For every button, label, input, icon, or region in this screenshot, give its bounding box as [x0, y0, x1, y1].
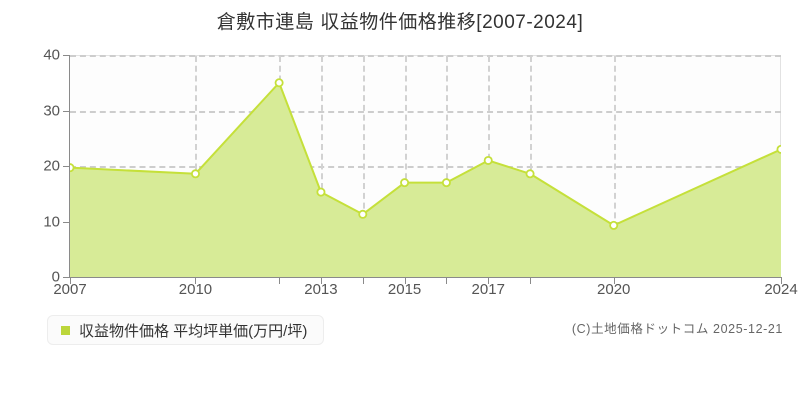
x-axis-tick-label: 2007 [53, 281, 87, 298]
y-axis-tick [63, 166, 70, 167]
x-axis-tick [613, 277, 615, 284]
x-axis-tick-label: 2010 [178, 281, 213, 298]
gridline-vertical [320, 56, 323, 277]
x-axis-tick [488, 277, 490, 284]
x-axis-tick [195, 277, 197, 284]
gridline-vertical [195, 56, 198, 277]
gridline-horizontal [70, 110, 781, 113]
legend-label: 収益物件価格 平均坪単価(万円/坪) [79, 322, 308, 340]
x-axis-tick-label: 2020 [597, 281, 631, 298]
y-axis-tick-label: 20 [43, 157, 60, 175]
gridline-horizontal [70, 166, 781, 168]
copyright-credit: (C)土地価格ドットコム 2025-12-21 [571, 322, 783, 336]
data-point-marker[interactable] [483, 155, 493, 165]
gridline-vertical [613, 56, 616, 277]
x-axis-tick [362, 277, 364, 284]
x-axis-line [69, 277, 782, 278]
x-axis-tick-label: 2017 [471, 281, 505, 298]
data-point-marker[interactable] [400, 178, 410, 188]
x-axis-tick [404, 277, 406, 284]
x-axis-tick-label: 2024 [764, 281, 798, 298]
y-axis-tick [63, 110, 70, 112]
y-axis-tick-label: 40 [43, 46, 60, 64]
chart-legend[interactable]: 収益物件価格 平均坪単価(万円/坪) [47, 315, 325, 345]
data-point-marker[interactable] [441, 178, 451, 188]
x-axis-tick [530, 277, 532, 284]
series-area-line [70, 78, 781, 277]
x-axis-tick [320, 277, 322, 284]
y-axis-tick-label: 0 [51, 268, 60, 286]
y-axis-tick [63, 221, 70, 223]
gridline-vertical [362, 56, 365, 277]
x-axis-tick [279, 277, 281, 284]
data-point-marker[interactable] [274, 78, 284, 88]
series-area-fill [70, 82, 781, 277]
x-axis-tick [446, 277, 448, 284]
y-axis-tick [63, 277, 70, 278]
data-point-marker[interactable] [609, 220, 619, 230]
data-point-marker[interactable] [525, 169, 535, 179]
y-axis-tick-label: 30 [43, 102, 60, 119]
chart-title-subject: 収益物件価格推移[2007-2024] [320, 12, 584, 33]
y-axis-tick-label: 10 [43, 213, 60, 230]
data-point-marker[interactable] [190, 169, 200, 179]
x-axis-tick [781, 277, 782, 284]
x-axis-tick-label: 2013 [304, 281, 338, 298]
gridline-horizontal [70, 55, 781, 57]
y-axis-tick [63, 55, 70, 56]
data-point-marker[interactable] [358, 209, 368, 219]
gridline-vertical [530, 56, 533, 277]
x-axis-tick [70, 277, 71, 284]
data-point-marker[interactable] [316, 187, 326, 197]
chart-title-region: 倉敷市連島 [216, 12, 315, 33]
data-point-marker[interactable] [776, 144, 781, 154]
legend-swatch-icon [61, 325, 70, 335]
gridline-vertical [446, 56, 449, 277]
data-point-marker[interactable] [70, 163, 75, 173]
gridline-vertical [404, 56, 407, 277]
chart-title: 倉敷市連島 収益物件価格推移[2007-2024] [0, 7, 800, 34]
x-axis-tick-label: 2015 [387, 281, 422, 298]
